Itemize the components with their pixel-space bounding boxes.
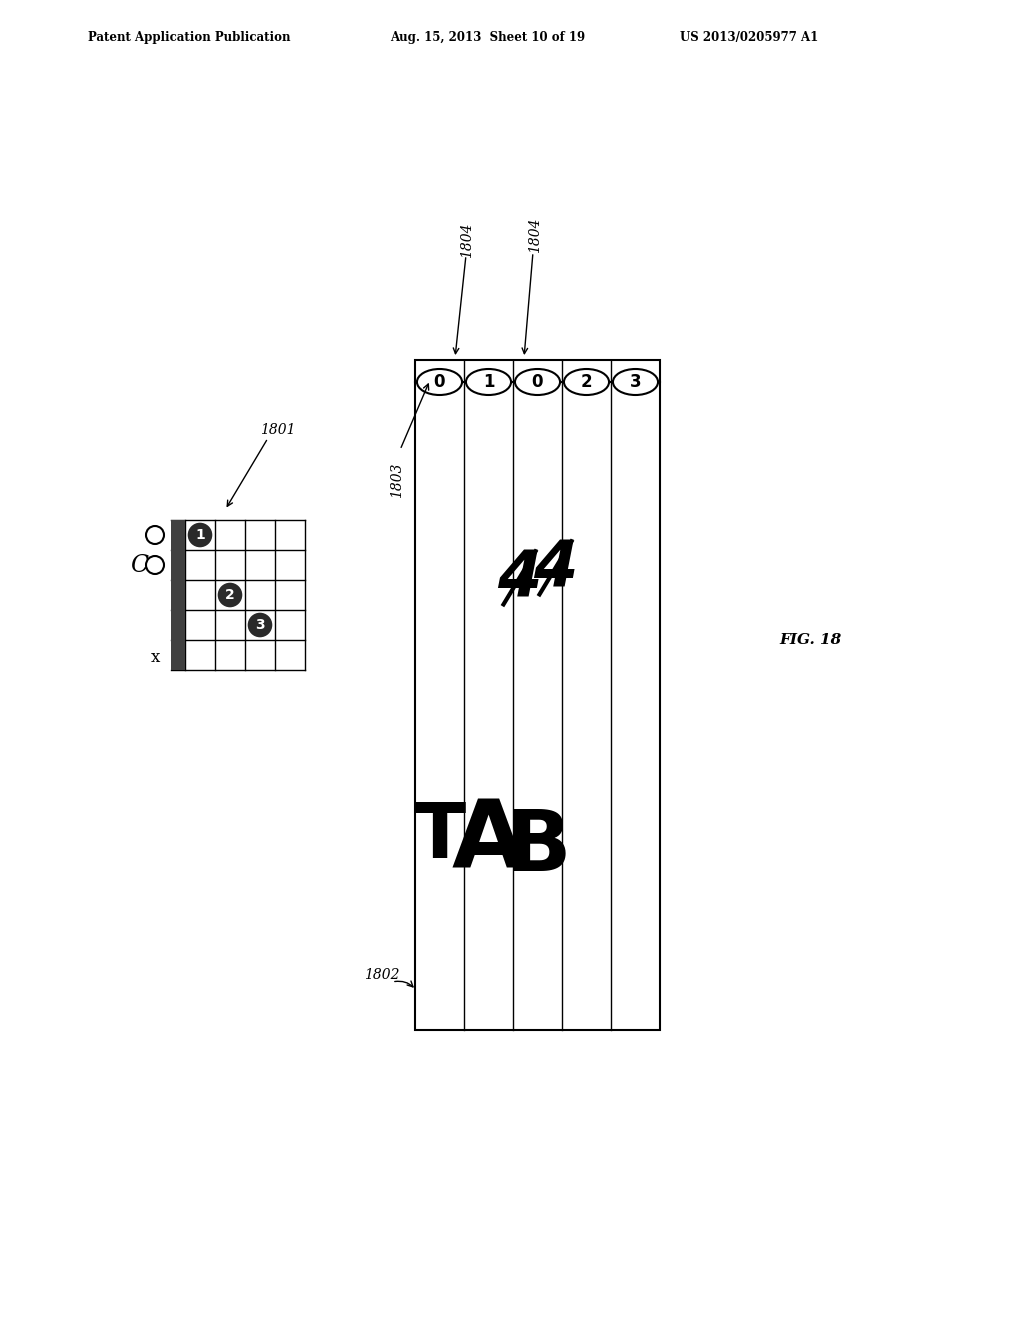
Text: 1801: 1801 — [260, 422, 296, 437]
Ellipse shape — [187, 523, 212, 548]
Ellipse shape — [515, 370, 560, 395]
Bar — [415, 360, 660, 1030]
Text: 1804: 1804 — [460, 222, 474, 257]
Text: Patent Application Publication: Patent Application Publication — [88, 30, 291, 44]
Ellipse shape — [218, 582, 243, 607]
Text: 0: 0 — [434, 374, 445, 391]
Text: 1804: 1804 — [528, 218, 542, 252]
Text: C: C — [130, 553, 148, 577]
Text: 4: 4 — [534, 539, 578, 601]
Text: 1803: 1803 — [390, 462, 404, 498]
Text: 0: 0 — [531, 374, 544, 391]
Ellipse shape — [417, 370, 462, 395]
Text: 2: 2 — [225, 587, 234, 602]
Text: 1: 1 — [482, 374, 495, 391]
Text: FIG. 18: FIG. 18 — [779, 634, 841, 647]
Text: 4: 4 — [498, 548, 542, 610]
Text: 3: 3 — [255, 618, 265, 632]
Text: A: A — [452, 796, 525, 888]
Text: 1802: 1802 — [365, 968, 399, 982]
Text: 1: 1 — [196, 528, 205, 543]
Text: 3: 3 — [630, 374, 641, 391]
Ellipse shape — [248, 612, 272, 638]
Text: 2: 2 — [581, 374, 592, 391]
Bar — [171, 520, 185, 671]
Text: US 2013/0205977 A1: US 2013/0205977 A1 — [680, 30, 818, 44]
Ellipse shape — [613, 370, 658, 395]
Ellipse shape — [564, 370, 609, 395]
Text: x: x — [151, 648, 160, 665]
Text: Aug. 15, 2013  Sheet 10 of 19: Aug. 15, 2013 Sheet 10 of 19 — [390, 30, 585, 44]
Text: T: T — [414, 800, 466, 874]
Ellipse shape — [466, 370, 511, 395]
Circle shape — [146, 525, 164, 544]
Text: B: B — [505, 807, 570, 888]
Circle shape — [146, 556, 164, 574]
